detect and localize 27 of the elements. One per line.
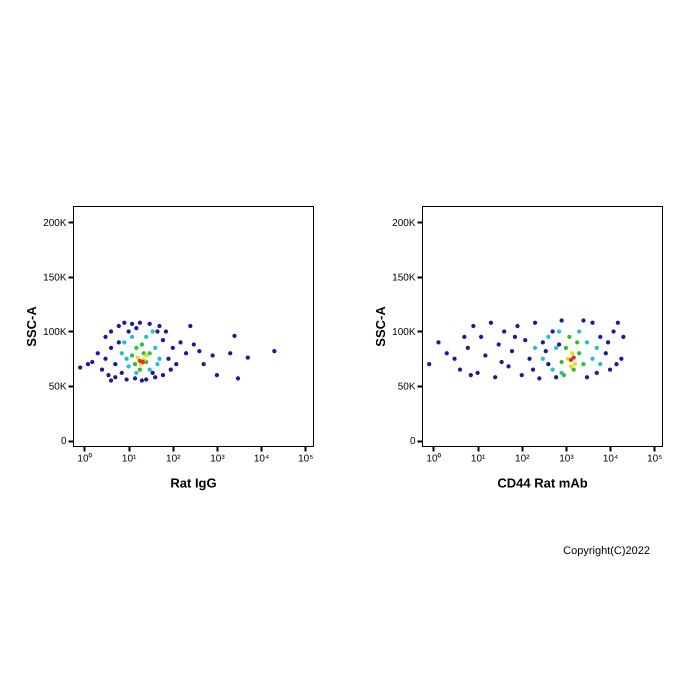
y-tick-label: 50K	[48, 382, 67, 392]
y-axis-title: SSC-A	[24, 306, 40, 347]
y-tick-label: 150K	[392, 272, 416, 284]
x-tick-label: 10²	[515, 454, 530, 464]
y-tick-label: 100K	[43, 326, 67, 338]
x-tick-label: 10³	[559, 454, 574, 464]
x-tick-label: 10⁰	[426, 452, 442, 464]
text: Copyright(C)2022	[563, 545, 650, 557]
y-tick-label: 200K	[392, 218, 416, 229]
x-tick-label: 10²	[166, 454, 182, 464]
y-tick-label: 150K	[43, 272, 67, 284]
x-tick-label: 10⁴	[602, 454, 618, 464]
x-tick-label: 10⁵	[298, 454, 314, 464]
y-tick-label: 0	[60, 436, 67, 448]
y-axis-title: SSC-A	[373, 306, 388, 347]
y-tick-label: 50K	[398, 382, 416, 392]
x-axis-title: Rat IgG	[170, 476, 217, 490]
x-axis-title: CD44 Rat mAb	[497, 476, 588, 490]
x-tick-label: 10⁵	[647, 454, 662, 464]
x-tick-label: 10⁴	[254, 454, 270, 464]
x-tick-label: 10⁰	[77, 452, 93, 464]
y-tick-label: 200K	[43, 218, 67, 229]
x-tick-label: 10¹	[470, 454, 486, 464]
x-tick-label: 10³	[210, 454, 226, 464]
y-tick-label: 100K	[392, 326, 416, 338]
x-tick-label: 10¹	[122, 454, 138, 464]
y-tick-label: 0	[410, 436, 416, 448]
